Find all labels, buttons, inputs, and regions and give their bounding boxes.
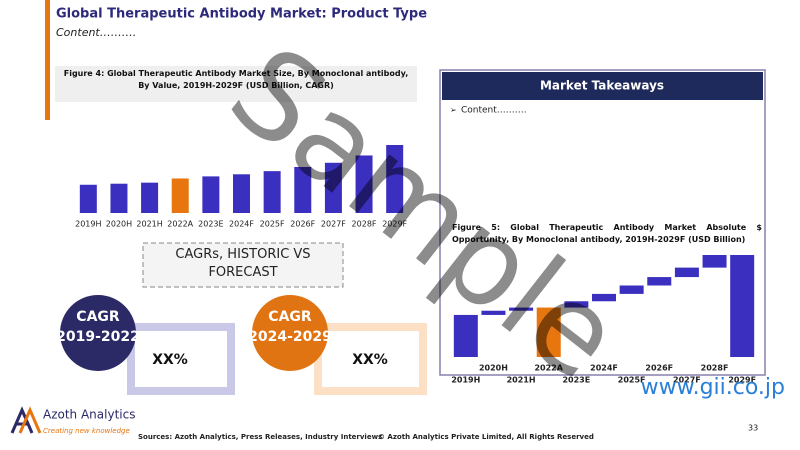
x-tick-label: 2026F bbox=[290, 220, 315, 229]
x-tick-label: 2019H bbox=[451, 376, 480, 385]
accent-bar bbox=[45, 0, 50, 120]
cagr-heading: CAGRs, HISTORIC VS FORECAST bbox=[175, 247, 311, 280]
bar-chart: 2019H 2020H 2021H 2022A 2023E 2024F 2025F 2026F… bbox=[75, 145, 408, 229]
x-tick-label: 2024F bbox=[229, 220, 254, 229]
bar bbox=[564, 301, 589, 308]
logo-mark bbox=[10, 406, 34, 434]
bar bbox=[294, 166, 312, 213]
figure5-title: Figure 5: Global Therapeutic Antibody Ma… bbox=[452, 223, 762, 244]
bar bbox=[386, 145, 404, 213]
cagr-frame bbox=[314, 323, 427, 395]
logo-tagline: Creating new knowledge bbox=[43, 427, 130, 435]
x-tick-label: 2020H bbox=[106, 220, 132, 229]
bar bbox=[674, 267, 699, 278]
takeaways-bullet: ➢ bbox=[450, 106, 457, 115]
figure-title-box bbox=[55, 66, 417, 102]
x-tick-label: 2022A bbox=[534, 364, 563, 373]
x-tick-label: 2025F bbox=[618, 376, 646, 385]
bar bbox=[324, 162, 342, 213]
x-tick-label: 2021H bbox=[136, 220, 162, 229]
takeaways-panel bbox=[439, 69, 766, 376]
bar bbox=[481, 310, 506, 315]
figure-title-wrap: Figure 4: Global Therapeutic Antibody Ma… bbox=[63, 69, 409, 90]
bar bbox=[202, 176, 220, 213]
footer-sources: Sources: Azoth Analytics, Press Releases… bbox=[138, 433, 382, 441]
cagr-heading-wrap: CAGRs, HISTORIC VS FORECAST bbox=[175, 247, 311, 280]
bar bbox=[233, 174, 250, 213]
figure5-title-wrap: Figure 5: Global Therapeutic Antibody Ma… bbox=[452, 223, 762, 244]
logo-mark bbox=[18, 406, 42, 434]
x-tick-label: 2027F bbox=[673, 376, 701, 385]
x-tick-label: 2025F bbox=[260, 220, 285, 229]
x-tick-label: 2023E bbox=[562, 376, 590, 385]
cagr-label: CAGR bbox=[76, 309, 120, 325]
x-tick-label: 2026F bbox=[645, 364, 673, 373]
figure-title: Figure 4: Global Therapeutic Antibody Ma… bbox=[63, 69, 409, 90]
cagr-frame bbox=[127, 323, 235, 395]
bar bbox=[647, 277, 672, 286]
x-tick-label: 2029F bbox=[382, 220, 407, 229]
bar bbox=[171, 178, 189, 213]
bar bbox=[509, 307, 534, 311]
x-tick-label: 2021H bbox=[507, 376, 536, 385]
bar bbox=[141, 182, 159, 213]
bar bbox=[355, 155, 373, 213]
bar bbox=[263, 171, 281, 213]
cagr-heading-box bbox=[142, 242, 344, 288]
cagr-value: XX% bbox=[352, 352, 388, 368]
cagr-circle bbox=[252, 295, 328, 371]
x-tick-label: 2027F bbox=[321, 220, 346, 229]
takeaways-content: Content………. bbox=[461, 106, 527, 116]
x-tick-label: 2024F bbox=[590, 364, 618, 373]
cagr-period: 2024-2029 bbox=[248, 329, 332, 345]
cagr-value: XX% bbox=[152, 352, 188, 368]
bar bbox=[536, 307, 561, 357]
x-tick-label: 2022A bbox=[167, 220, 193, 229]
footer-copyright: © Azoth Analytics Private Limited, All R… bbox=[378, 433, 594, 441]
bar bbox=[110, 183, 128, 213]
page-number: 33 bbox=[748, 424, 758, 433]
takeaways-title: Market Takeaways bbox=[540, 79, 664, 93]
takeaways-header bbox=[442, 72, 763, 100]
x-tick-label: 2020H bbox=[479, 364, 508, 373]
x-tick-label: 2019H bbox=[75, 220, 101, 229]
cagr-circle bbox=[60, 295, 136, 371]
site-watermark: www.gii.co.jp bbox=[641, 375, 785, 400]
cagr-label: CAGR bbox=[268, 309, 312, 325]
bar bbox=[702, 255, 727, 268]
cagr-period: 2019-2022 bbox=[56, 329, 140, 345]
bar bbox=[79, 184, 97, 213]
x-tick-label: 2023E bbox=[198, 220, 223, 229]
x-tick-label: 2029F bbox=[728, 376, 756, 385]
bar bbox=[619, 285, 644, 294]
x-tick-label: 2028F bbox=[352, 220, 377, 229]
bar bbox=[592, 293, 616, 302]
bar bbox=[730, 255, 755, 357]
x-tick-label: 2028F bbox=[701, 364, 729, 373]
content-text: Content………. bbox=[56, 26, 136, 39]
bar bbox=[453, 314, 478, 357]
logo-text: Azoth Analytics bbox=[43, 408, 135, 422]
slide-title: Global Therapeutic Antibody Market: Prod… bbox=[56, 7, 427, 22]
